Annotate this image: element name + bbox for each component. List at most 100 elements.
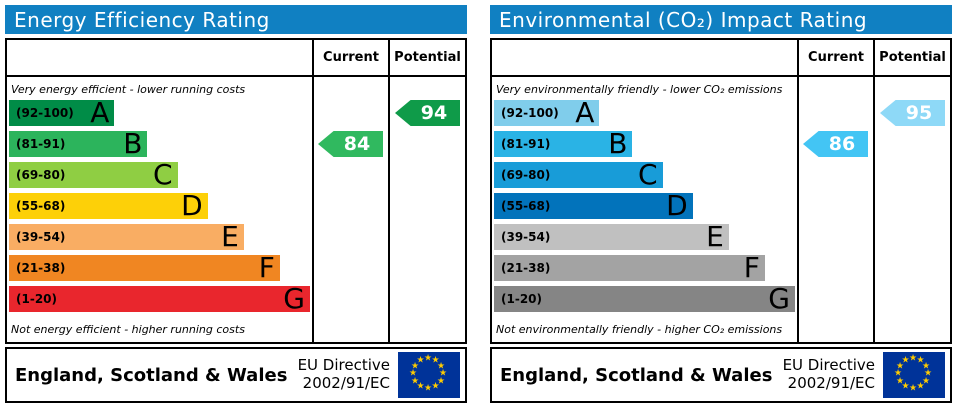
band-range-label: (39-54) xyxy=(16,230,66,244)
eu-star-icon: ★ xyxy=(901,355,910,366)
table-body: Very energy efficient - lower running co… xyxy=(7,77,465,342)
eu-directive-line2: 2002/91/EC xyxy=(302,374,390,392)
table-header-row: Current Potential xyxy=(492,40,950,77)
eu-star-icon: ★ xyxy=(410,376,420,386)
current-rating-arrow: 84 xyxy=(318,131,383,157)
eu-star-icon: ★ xyxy=(895,376,905,386)
rating-table: Current Potential Very environmentally f… xyxy=(490,38,952,344)
panel-footer: England, Scotland & Wales EU Directive 2… xyxy=(490,347,952,403)
potential-rating-column: 95 xyxy=(873,77,950,342)
eu-star-icon: ★ xyxy=(431,355,440,366)
band-bar-g: (1-20) G xyxy=(494,282,795,315)
bands-column: Very energy efficient - lower running co… xyxy=(7,77,312,342)
potential-rating-arrow: 95 xyxy=(880,100,945,126)
top-caption: Very environmentally friendly - lower CO… xyxy=(496,83,783,96)
band-letter: E xyxy=(221,220,239,253)
band-range-label: (1-20) xyxy=(501,292,542,306)
eu-star-icon: ★ xyxy=(431,381,440,392)
bottom-caption: Not environmentally friendly - higher CO… xyxy=(496,323,783,336)
eu-flag-icon: ★ ★ ★ ★ ★ ★ ★ ★ ★ ★ ★ ★ xyxy=(398,352,460,398)
bands-list: (92-100) A (81-91) B (69-80) C (55-68) D (39… xyxy=(7,96,312,317)
band-range-label: (21-38) xyxy=(501,261,551,275)
band-row: (1-20) G xyxy=(494,282,795,317)
panel-title: Energy Efficiency Rating xyxy=(14,7,270,32)
band-bar-d: (55-68) D xyxy=(9,189,208,222)
eu-directive-label: EU Directive 2002/91/EC xyxy=(783,357,875,392)
band-bar-b: (81-91) B xyxy=(494,127,633,160)
eu-star-icon: ★ xyxy=(410,361,420,371)
band-letter: E xyxy=(706,220,724,253)
eu-star-icon: ★ xyxy=(921,376,931,386)
band-bar-f: (21-38) F xyxy=(9,251,280,284)
band-letter: D xyxy=(666,189,688,222)
band-bar-a: (92-100) A xyxy=(9,96,115,129)
header-spacer-cell xyxy=(7,40,312,75)
eu-star-icon: ★ xyxy=(436,376,446,386)
band-row: (69-80) C xyxy=(9,158,310,193)
rating-table: Current Potential Very energy efficient … xyxy=(5,38,467,344)
band-row: (39-54) E xyxy=(494,220,795,255)
bottom-caption: Not energy efficient - higher running co… xyxy=(11,323,245,336)
eu-star-icon: ★ xyxy=(408,368,418,379)
band-range-label: (69-80) xyxy=(16,168,66,182)
bands-column: Very environmentally friendly - lower CO… xyxy=(492,77,797,342)
band-row: (21-38) F xyxy=(9,251,310,286)
eu-directive-line2: 2002/91/EC xyxy=(787,374,875,392)
band-letter: C xyxy=(637,158,658,191)
region-label: England, Scotland & Wales xyxy=(15,364,288,386)
potential-rating-column: 94 xyxy=(388,77,465,342)
band-letter: F xyxy=(258,251,275,284)
band-bar-g: (1-20) G xyxy=(9,282,310,315)
band-bar-f: (21-38) F xyxy=(494,251,765,284)
eu-star-icon: ★ xyxy=(908,353,918,364)
band-range-label: (55-68) xyxy=(16,199,66,213)
band-bar-e: (39-54) E xyxy=(494,220,729,253)
band-range-label: (92-100) xyxy=(501,106,559,120)
eu-star-icon: ★ xyxy=(916,381,925,392)
band-range-label: (81-91) xyxy=(16,137,66,151)
header-spacer-cell xyxy=(492,40,797,75)
eu-star-icon: ★ xyxy=(893,368,903,379)
band-range-label: (55-68) xyxy=(501,199,551,213)
band-range-label: (39-54) xyxy=(501,230,551,244)
eu-star-icon: ★ xyxy=(916,355,925,366)
current-column-header: Current xyxy=(797,40,873,75)
region-label: England, Scotland & Wales xyxy=(500,364,773,386)
band-letter: G xyxy=(283,282,305,315)
band-row: (39-54) E xyxy=(9,220,310,255)
potential-rating-arrow: 94 xyxy=(395,100,460,126)
band-letter: C xyxy=(152,158,173,191)
current-rating-arrow: 86 xyxy=(803,131,868,157)
band-bar-d: (55-68) D xyxy=(494,189,693,222)
panel-title-bar: Energy Efficiency Rating xyxy=(5,5,467,34)
eu-star-icon: ★ xyxy=(438,368,448,379)
band-letter: F xyxy=(743,251,760,284)
energy-efficiency-panel: Energy Efficiency Rating Current Potenti… xyxy=(5,5,467,403)
band-range-label: (21-38) xyxy=(16,261,66,275)
eu-star-icon: ★ xyxy=(895,361,905,371)
co2-impact-panel: Environmental (CO₂) Impact Rating Curren… xyxy=(490,5,952,403)
bands-list: (92-100) A (81-91) B (69-80) C (55-68) D (39… xyxy=(492,99,797,317)
band-letter: D xyxy=(181,189,203,222)
eu-flag-icon: ★ ★ ★ ★ ★ ★ ★ ★ ★ ★ ★ ★ xyxy=(883,352,945,398)
table-body: Very environmentally friendly - lower CO… xyxy=(492,77,950,342)
band-letter: B xyxy=(123,127,143,160)
band-bar-b: (81-91) B xyxy=(9,127,148,160)
band-row: (1-20) G xyxy=(9,282,310,317)
band-bar-e: (39-54) E xyxy=(9,220,244,253)
potential-column-header: Potential xyxy=(873,40,950,75)
band-letter: G xyxy=(768,282,790,315)
band-bar-c: (69-80) C xyxy=(494,158,663,191)
band-letter: B xyxy=(608,127,628,160)
eu-star-icon: ★ xyxy=(921,361,931,371)
current-rating-column: 84 xyxy=(312,77,388,342)
band-letter: A xyxy=(90,96,110,129)
band-row: (21-38) F xyxy=(494,251,795,286)
band-bar-a: (92-100) A xyxy=(494,99,600,127)
eu-directive-line1: EU Directive xyxy=(297,356,390,375)
panel-footer: England, Scotland & Wales EU Directive 2… xyxy=(5,347,467,403)
eu-star-icon: ★ xyxy=(908,383,918,394)
band-range-label: (92-100) xyxy=(16,106,74,120)
band-range-label: (81-91) xyxy=(501,137,551,151)
